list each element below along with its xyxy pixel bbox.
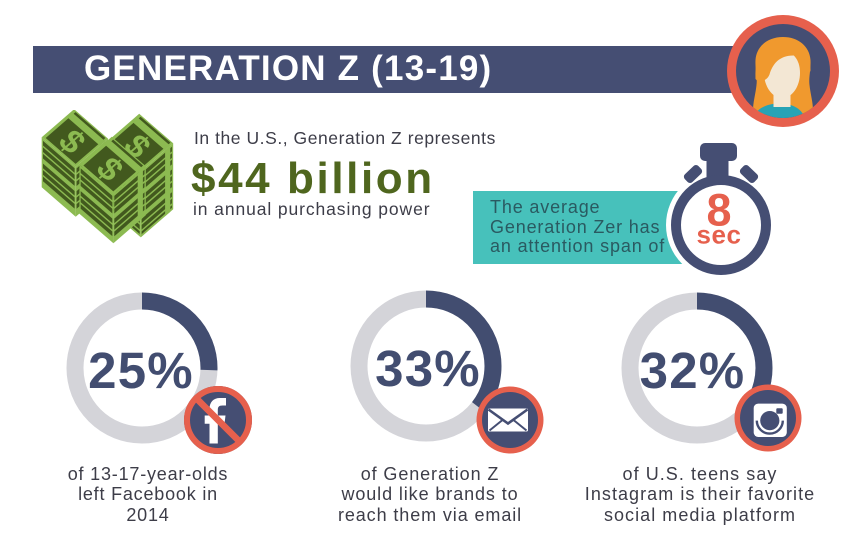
svg-text:8: 8: [706, 184, 731, 235]
svg-text:sec: sec: [697, 219, 742, 249]
svg-text:33%: 33%: [375, 340, 481, 397]
svg-text:32%: 32%: [639, 342, 745, 399]
svg-text:25%: 25%: [88, 342, 194, 399]
